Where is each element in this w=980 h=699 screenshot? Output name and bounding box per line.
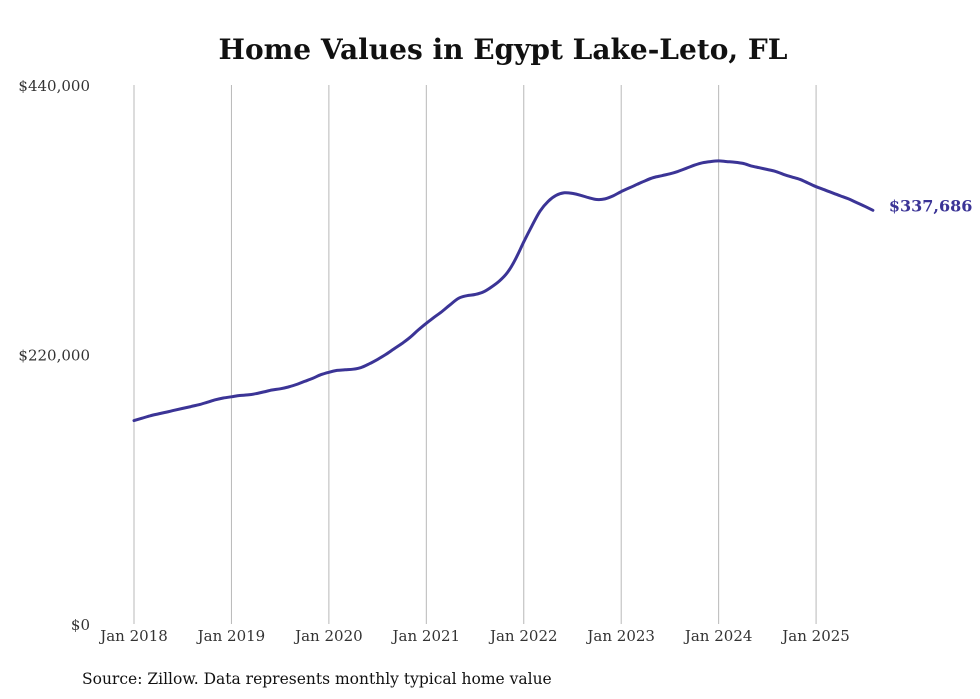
x-tick-label: Jan 2023 <box>585 627 655 645</box>
x-tick-label: Jan 2019 <box>196 627 266 645</box>
x-tick-label: Jan 2022 <box>488 627 558 645</box>
y-tick-label: $220,000 <box>18 347 90 365</box>
y-tick-label: $0 <box>71 616 90 634</box>
x-axis-ticks: Jan 2018 Jan 2019 Jan 2020 Jan 2021 Jan 2022… <box>98 627 850 645</box>
x-tick-label: Jan 2020 <box>293 627 363 645</box>
gridlines <box>133 85 817 624</box>
end-value-label: $337,686 <box>889 196 973 215</box>
x-tick-label: Jan 2025 <box>780 627 850 645</box>
chart-title: Home Values in Egypt Lake-Leto, FL <box>219 33 788 66</box>
x-tick-label: Jan 2024 <box>683 627 753 645</box>
x-tick-label: Jan 2018 <box>98 627 168 645</box>
y-tick-label: $440,000 <box>18 77 90 95</box>
source-note: Source: Zillow. Data represents monthly … <box>82 670 552 688</box>
home-value-line <box>132 159 875 423</box>
x-tick-label: Jan 2021 <box>391 627 461 645</box>
y-axis-ticks: $0 $220,000 $440,000 <box>18 77 90 634</box>
